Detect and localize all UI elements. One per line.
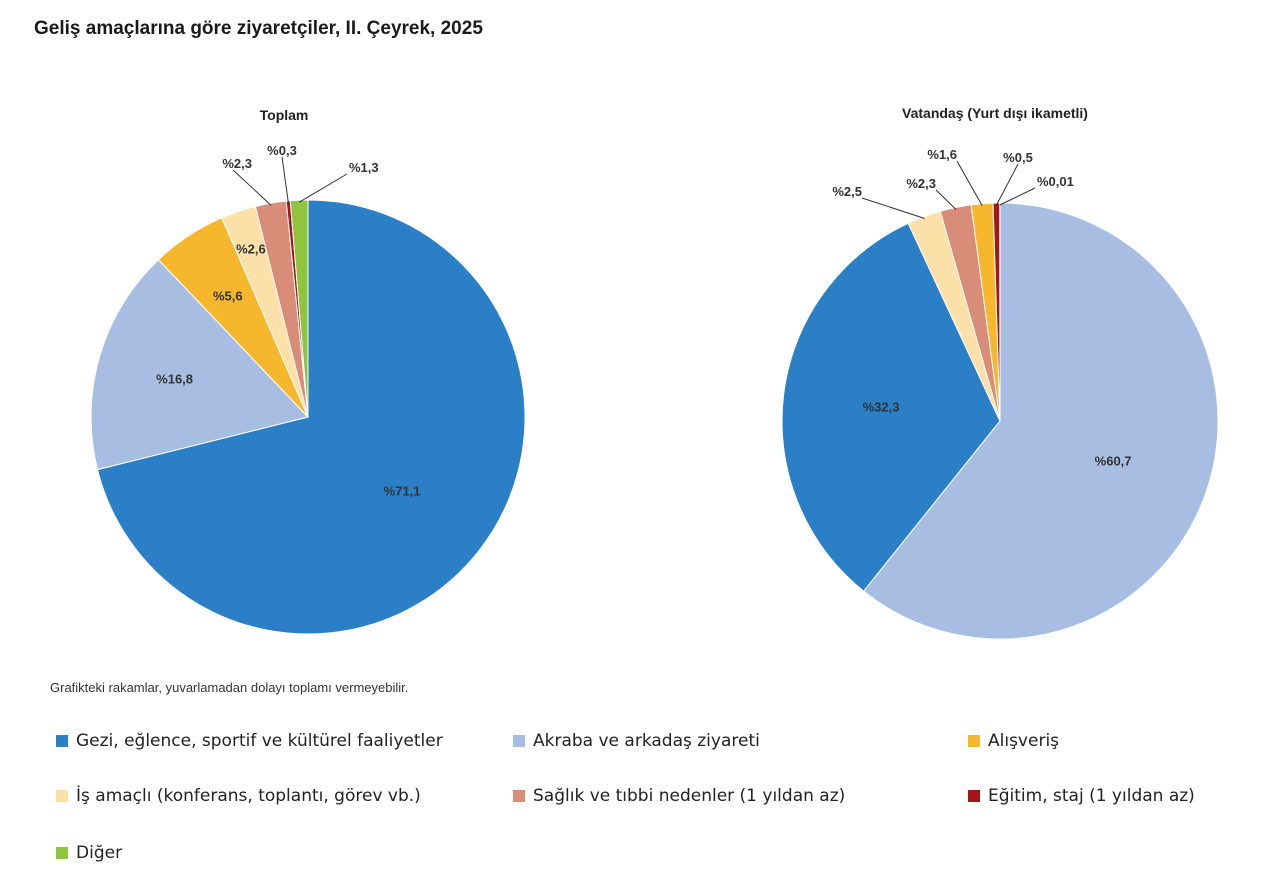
pie0-slice-akraba xyxy=(90,259,309,471)
pie1-leader-dier xyxy=(999,187,1036,206)
legend-swatch-diger xyxy=(56,847,68,859)
pie1-label-akraba: %60,7 xyxy=(1095,454,1132,469)
legend-item-gezi: Gezi, eğlence, sportif ve kültürel faali… xyxy=(56,731,443,751)
pie-title-citizen: Vatandaş (Yurt dışı ikametli) xyxy=(902,105,1088,121)
legend-swatch-gezi xyxy=(56,735,68,747)
pie-total: %71,1 %16,8 %5,6 %2,6 %2,3 %0,3 %1,3 xyxy=(90,143,526,635)
chart-main-title: Geliş amaçlarına göre ziyaretçiler, II. … xyxy=(34,18,483,39)
legend-item-is: İş amaçlı (konferans, toplantı, görev vb… xyxy=(56,786,421,806)
pie0-label-dier: %1,3 xyxy=(349,160,379,175)
legend-swatch-akraba xyxy=(513,735,525,747)
pie1-label-alveri: %1,6 xyxy=(927,147,957,162)
pie-charts: Toplam Vatandaş (Yurt dışı ikametli) %71… xyxy=(90,105,1219,640)
pie0-label-gezi: %71,1 xyxy=(384,483,421,498)
legend-swatch-alisveris xyxy=(968,735,980,747)
pie1-label-gezi: %32,3 xyxy=(863,400,900,415)
pie0-label-salk: %2,3 xyxy=(222,156,252,171)
legend-item-akraba: Akraba ve arkadaş ziyareti xyxy=(513,731,760,751)
pie0-leader-salk xyxy=(232,169,272,206)
pie1-label-i: %2,5 xyxy=(832,184,862,199)
legend-label-saglik: Sağlık ve tıbbi nedenler (1 yıldan az) xyxy=(533,786,846,806)
legend-swatch-saglik xyxy=(513,790,525,802)
pie0-leader-dier xyxy=(298,173,348,203)
pie-citizen: %60,7 %32,3 %2,5 %2,3 %1,6 %0,5 %0,01 xyxy=(781,147,1219,640)
pie0-label-eitim: %0,3 xyxy=(267,143,297,158)
pie1-leader-eitim xyxy=(996,163,1019,206)
legend-item-alisveris: Alışveriş xyxy=(968,731,1059,751)
legend-label-alisveris: Alışveriş xyxy=(988,731,1060,751)
legend-label-is: İş amaçlı (konferans, toplantı, görev vb… xyxy=(76,786,421,806)
legend-swatch-egitim xyxy=(968,790,980,802)
pie-title-total: Toplam xyxy=(260,107,309,123)
pie0-slice-dier xyxy=(289,199,309,418)
pie1-leader-alveri xyxy=(956,160,983,206)
pie1-slice-gezi xyxy=(781,222,1001,592)
pie1-label-salk: %2,3 xyxy=(906,176,936,191)
footnote: Grafikteki rakamlar, yuvarlamadan dolayı… xyxy=(50,680,409,695)
pie0-slice-gezi xyxy=(96,199,526,635)
pie1-slice-akraba xyxy=(862,202,1219,640)
legend-label-diger: Diğer xyxy=(76,843,123,863)
pie1-leader-salk xyxy=(935,189,957,210)
legend-label-egitim: Eğitim, staj (1 yıldan az) xyxy=(988,786,1195,806)
pie0-leader-eitim xyxy=(281,156,289,203)
legend-item-egitim: Eğitim, staj (1 yıldan az) xyxy=(968,786,1195,806)
legend-item-diger: Diğer xyxy=(56,843,122,863)
pie1-label-dier: %0,01 xyxy=(1037,174,1074,189)
legend-label-akraba: Akraba ve arkadaş ziyareti xyxy=(533,731,760,751)
pie1-leader-i xyxy=(861,197,925,219)
legend-label-gezi: Gezi, eğlence, sportif ve kültürel faali… xyxy=(76,731,443,751)
pie0-label-akraba: %16,8 xyxy=(156,371,193,386)
pie0-label-alveri: %5,6 xyxy=(213,289,243,304)
pie1-label-eitim: %0,5 xyxy=(1003,150,1033,165)
legend-swatch-is xyxy=(56,790,68,802)
legend-item-saglik: Sağlık ve tıbbi nedenler (1 yıldan az) xyxy=(513,786,845,806)
pie0-label-i: %2,6 xyxy=(236,242,266,257)
